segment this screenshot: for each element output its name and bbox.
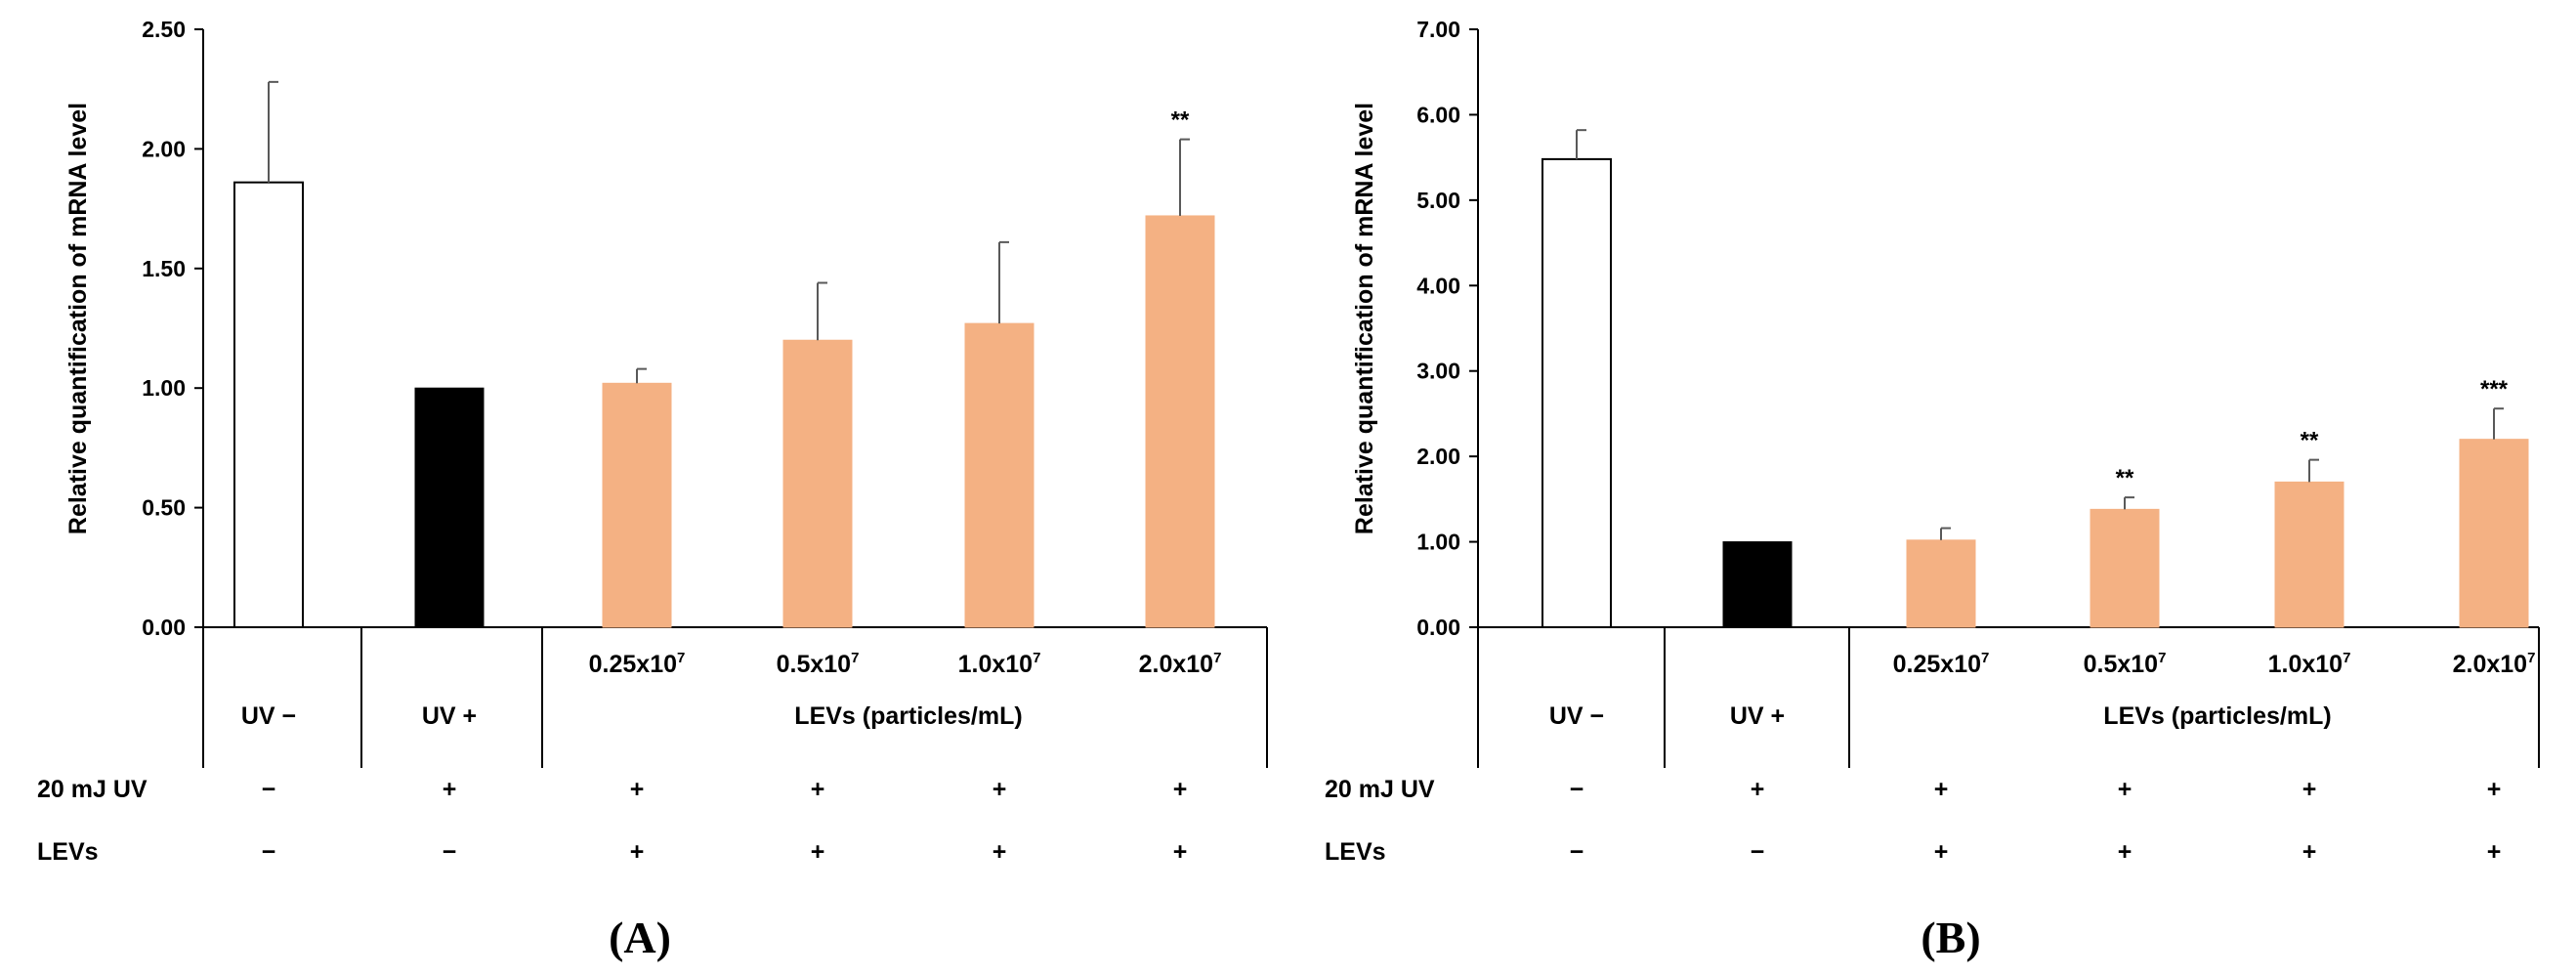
treatment-row-label: 20 mJ UV: [37, 776, 148, 803]
significance-marker: **: [2116, 465, 2134, 491]
bar: [233, 181, 304, 628]
treatment-sign: +: [630, 776, 645, 803]
treatment-sign: −: [1570, 838, 1584, 866]
bar: [782, 339, 853, 628]
bar: [2090, 508, 2160, 628]
bar: [1541, 157, 1612, 629]
bar: [1145, 215, 1215, 628]
category-label: 0.25x107: [589, 650, 686, 678]
group-label: LEVs (particles/mL): [794, 702, 1022, 730]
treatment-sign: +: [992, 776, 1007, 803]
bar: [602, 382, 672, 628]
panel-label: (B): [1921, 913, 1980, 962]
treatment-row-label: 20 mJ UV: [1325, 776, 1435, 803]
bar: [1722, 541, 1793, 628]
bar: [964, 322, 1035, 628]
category-label: UV −: [241, 702, 296, 730]
treatment-sign: +: [811, 776, 825, 803]
treatment-sign: +: [2118, 776, 2133, 803]
treatment-sign: −: [262, 776, 276, 803]
category-label: 2.0x107: [2453, 650, 2536, 678]
y-tick-label: 1.50: [142, 256, 186, 281]
treatment-sign: −: [262, 838, 276, 866]
treatment-sign: +: [2487, 838, 2502, 866]
bar: [1906, 539, 1976, 628]
significance-marker: ***: [2480, 376, 2509, 403]
treatment-sign: +: [2302, 776, 2317, 803]
treatment-sign: +: [1751, 776, 1765, 803]
chart-panel-b: 0.00 1.00 2.00 3.00 4.00 5.00 6.00 7.00 Relative…: [1325, 17, 2540, 962]
treatment-sign: +: [630, 838, 645, 866]
bar: [2459, 439, 2529, 628]
treatment-sign: +: [2118, 838, 2133, 866]
y-tick-label: 1.00: [142, 375, 186, 401]
treatment-sign: +: [2302, 838, 2317, 866]
category-label: UV −: [1549, 702, 1604, 730]
treatment-sign: +: [1173, 776, 1188, 803]
chart-panel-a: 0.00 0.50 1.00 1.50 2.00 2.50 Relative quantif…: [37, 17, 1268, 962]
category-label: 1.0x107: [958, 650, 1041, 678]
category-label: UV +: [422, 702, 477, 730]
y-tick-label: 7.00: [1416, 17, 1460, 42]
category-label: 2.0x107: [1139, 650, 1222, 678]
treatment-sign: +: [811, 838, 825, 866]
treatment-sign: +: [443, 776, 457, 803]
y-tick-label: 2.50: [142, 17, 186, 42]
y-tick-label: 6.00: [1416, 102, 1460, 127]
treatment-sign: +: [1934, 838, 1949, 866]
y-axis-title: Relative quantification of mRNA level: [1351, 103, 1378, 534]
category-label: 0.25x107: [1893, 650, 1990, 678]
bar: [414, 387, 485, 628]
category-label: 0.5x107: [2084, 650, 2167, 678]
panel-label: (A): [609, 913, 671, 962]
treatment-sign: +: [1173, 838, 1188, 866]
significance-marker: **: [1171, 107, 1190, 134]
category-label: 0.5x107: [777, 650, 860, 678]
bar: [2274, 481, 2344, 628]
significance-marker: **: [2301, 428, 2319, 454]
y-tick-label: 2.00: [1416, 444, 1460, 469]
category-label: UV +: [1730, 702, 1785, 730]
y-tick-label: 0.50: [142, 495, 186, 521]
y-tick-label: 5.00: [1416, 188, 1460, 213]
treatment-sign: +: [2487, 776, 2502, 803]
group-label: LEVs (particles/mL): [2103, 702, 2331, 730]
y-tick-label: 0.00: [1416, 615, 1460, 640]
treatment-sign: −: [443, 838, 457, 866]
y-axis-title: Relative quantification of mRNA level: [64, 103, 92, 534]
y-tick-label: 2.00: [142, 136, 186, 161]
y-tick-label: 0.00: [142, 615, 186, 640]
treatment-sign: −: [1570, 776, 1584, 803]
treatment-sign: −: [1751, 838, 1765, 866]
category-label: 1.0x107: [2268, 650, 2351, 678]
treatment-sign: +: [1934, 776, 1949, 803]
y-tick-label: 3.00: [1416, 359, 1460, 384]
treatment-row-label: LEVs: [37, 838, 99, 866]
treatment-row-label: LEVs: [1325, 838, 1386, 866]
treatment-sign: +: [992, 838, 1007, 866]
y-tick-label: 4.00: [1416, 273, 1460, 298]
y-tick-label: 1.00: [1416, 530, 1460, 555]
